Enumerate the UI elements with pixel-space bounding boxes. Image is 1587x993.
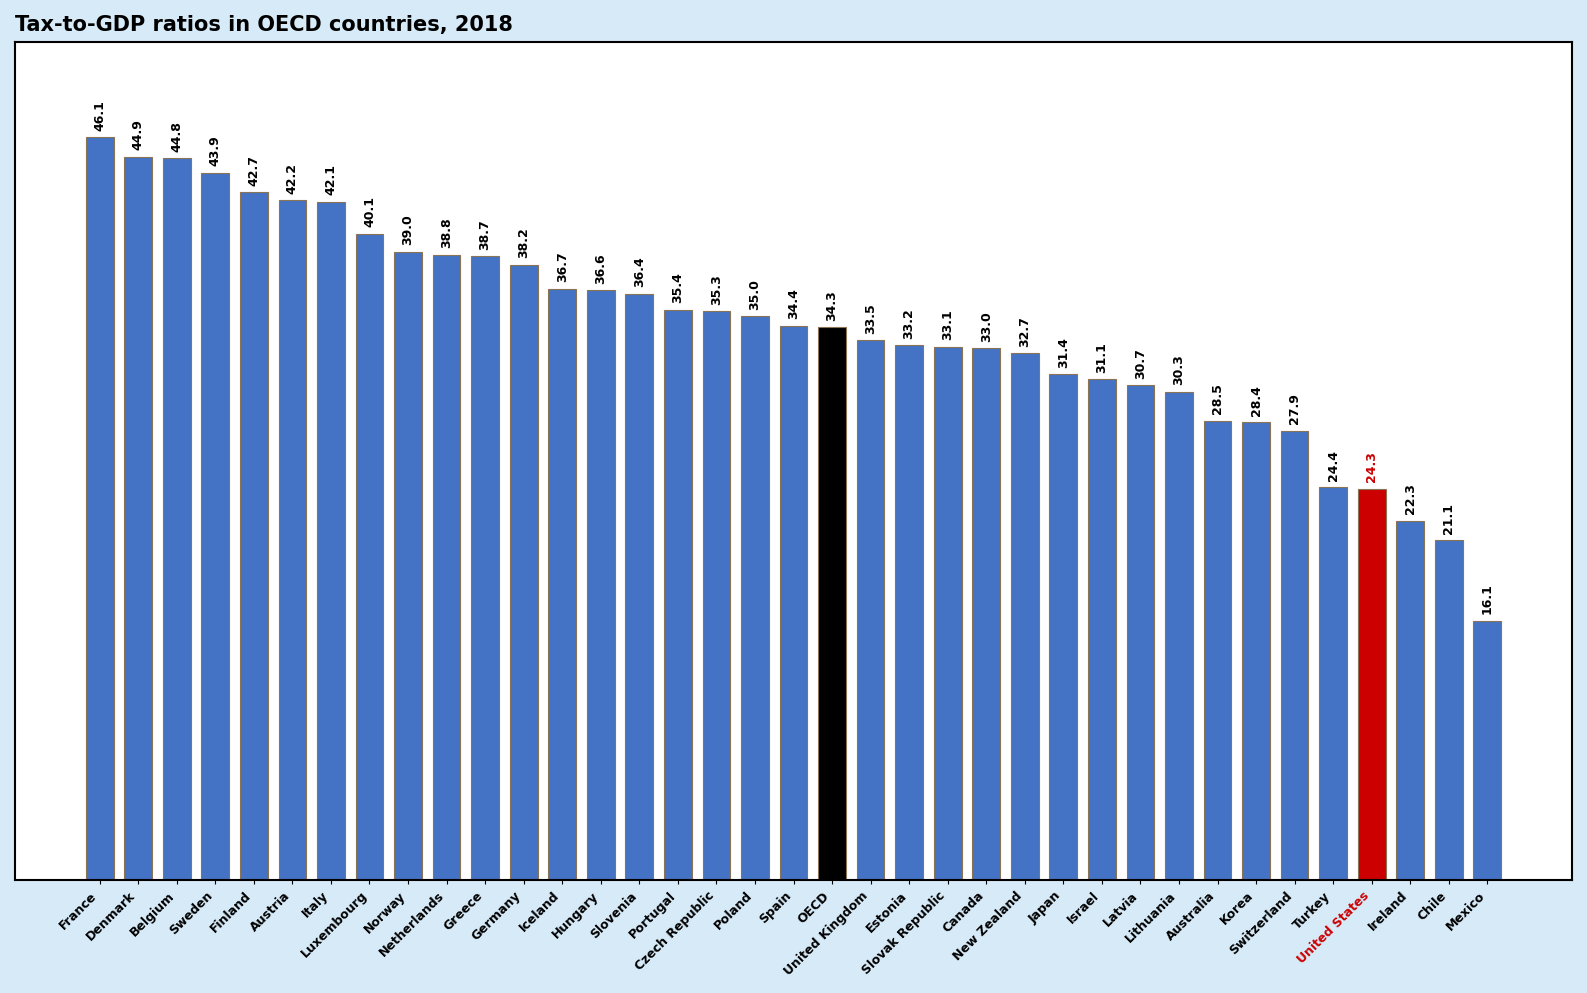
Text: 38.7: 38.7 bbox=[479, 219, 492, 250]
Bar bbox=[278, 200, 306, 880]
Bar bbox=[625, 294, 654, 880]
Bar bbox=[1319, 487, 1347, 880]
Bar bbox=[394, 251, 422, 880]
Text: 33.1: 33.1 bbox=[941, 310, 954, 341]
Text: 35.0: 35.0 bbox=[749, 279, 762, 310]
Bar bbox=[703, 311, 730, 880]
Bar bbox=[1358, 489, 1385, 880]
Text: 42.2: 42.2 bbox=[286, 163, 298, 194]
Text: 34.3: 34.3 bbox=[825, 290, 838, 321]
Text: 42.7: 42.7 bbox=[248, 155, 260, 186]
Text: 24.3: 24.3 bbox=[1365, 451, 1378, 483]
Bar bbox=[895, 346, 924, 880]
Text: 36.7: 36.7 bbox=[555, 251, 568, 282]
Bar bbox=[1089, 379, 1116, 880]
Text: Tax-to-GDP ratios in OECD countries, 2018: Tax-to-GDP ratios in OECD countries, 201… bbox=[14, 15, 513, 35]
Bar bbox=[779, 326, 808, 880]
Bar bbox=[163, 158, 190, 880]
Text: 42.1: 42.1 bbox=[324, 164, 338, 196]
Bar bbox=[819, 328, 846, 880]
Bar bbox=[355, 234, 384, 880]
Bar bbox=[1049, 374, 1078, 880]
Bar bbox=[1165, 392, 1193, 880]
Text: 38.8: 38.8 bbox=[440, 217, 452, 248]
Text: 16.1: 16.1 bbox=[1481, 584, 1493, 615]
Text: 28.5: 28.5 bbox=[1211, 383, 1224, 414]
Bar bbox=[433, 255, 460, 880]
Bar bbox=[1473, 621, 1501, 880]
Bar bbox=[1011, 354, 1038, 880]
Bar bbox=[1243, 422, 1270, 880]
Text: 21.1: 21.1 bbox=[1443, 502, 1455, 533]
Text: 43.9: 43.9 bbox=[209, 135, 222, 166]
Text: 30.3: 30.3 bbox=[1173, 355, 1185, 385]
Text: 44.9: 44.9 bbox=[132, 119, 144, 150]
Bar bbox=[663, 310, 692, 880]
Text: 36.4: 36.4 bbox=[633, 256, 646, 287]
Bar bbox=[1203, 421, 1232, 880]
Text: 40.1: 40.1 bbox=[363, 197, 376, 227]
Bar bbox=[741, 316, 768, 880]
Bar bbox=[549, 289, 576, 880]
Bar bbox=[587, 290, 614, 880]
Bar bbox=[1435, 540, 1463, 880]
Bar bbox=[124, 157, 152, 880]
Bar bbox=[857, 341, 884, 880]
Bar bbox=[1397, 520, 1424, 880]
Bar bbox=[202, 173, 229, 880]
Text: 33.0: 33.0 bbox=[979, 311, 993, 342]
Text: 22.3: 22.3 bbox=[1404, 484, 1417, 514]
Text: 44.8: 44.8 bbox=[170, 121, 183, 152]
Bar bbox=[509, 264, 538, 880]
Bar bbox=[1281, 431, 1309, 880]
Text: 36.6: 36.6 bbox=[594, 253, 608, 284]
Text: 46.1: 46.1 bbox=[94, 100, 106, 131]
Text: 28.4: 28.4 bbox=[1249, 385, 1263, 416]
Text: 33.2: 33.2 bbox=[903, 308, 916, 339]
Bar bbox=[86, 137, 114, 880]
Bar bbox=[933, 347, 962, 880]
Text: 31.1: 31.1 bbox=[1095, 342, 1108, 372]
Text: 35.3: 35.3 bbox=[709, 274, 724, 305]
Text: 32.7: 32.7 bbox=[1019, 316, 1032, 347]
Bar bbox=[317, 202, 344, 880]
Text: 30.7: 30.7 bbox=[1135, 349, 1147, 379]
Bar bbox=[973, 349, 1000, 880]
Text: 39.0: 39.0 bbox=[402, 214, 414, 245]
Bar bbox=[1127, 385, 1154, 880]
Text: 27.9: 27.9 bbox=[1289, 393, 1301, 424]
Bar bbox=[240, 192, 268, 880]
Bar bbox=[471, 256, 498, 880]
Text: 35.4: 35.4 bbox=[671, 272, 684, 303]
Text: 31.4: 31.4 bbox=[1057, 337, 1070, 367]
Text: 24.4: 24.4 bbox=[1327, 450, 1339, 481]
Text: 33.5: 33.5 bbox=[863, 303, 878, 334]
Text: 34.4: 34.4 bbox=[787, 288, 800, 320]
Text: 38.2: 38.2 bbox=[517, 227, 530, 258]
